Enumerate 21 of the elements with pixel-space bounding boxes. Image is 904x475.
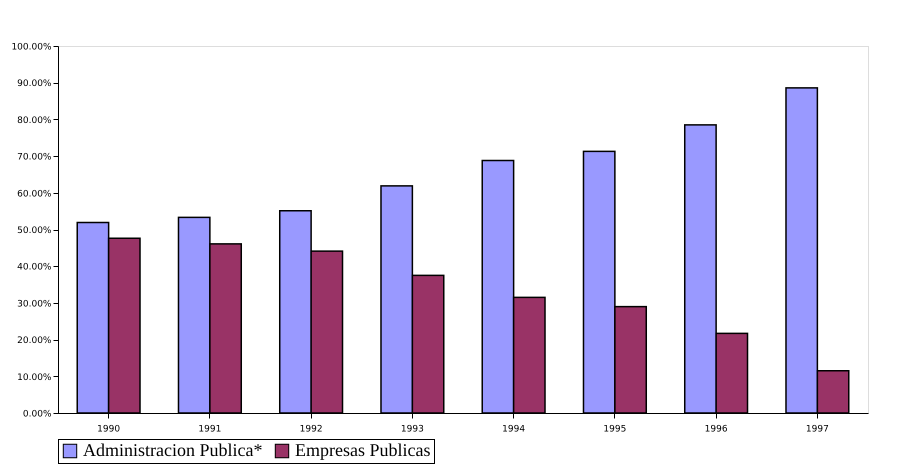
x-tick-label: 1994 [502, 424, 526, 434]
y-tick-label: 70.00% [17, 152, 52, 163]
x-tick-label: 1992 [300, 424, 323, 434]
y-tick-label: 90.00% [17, 79, 52, 90]
y-tick-label: 20.00% [17, 336, 52, 346]
x-tick-label: 1996 [704, 424, 728, 434]
legend-label: Empresas Publicas [295, 440, 430, 460]
y-tick-label: 100.00% [11, 42, 52, 52]
y-tick-label: 60.00% [17, 189, 52, 200]
y-tick-label: 80.00% [17, 116, 52, 126]
y-tick-label: 50.00% [17, 226, 52, 236]
x-tick-label: 1991 [198, 424, 222, 434]
x-tick-label: 1990 [97, 424, 120, 434]
y-tick-label: 10.00% [17, 372, 52, 383]
y-tick-label: 30.00% [17, 299, 52, 310]
x-tick-label: 1995 [603, 424, 626, 434]
x-tick-label: 1993 [400, 424, 424, 434]
x-tick-label: 1997 [806, 424, 829, 434]
y-tick-label: 0.00% [22, 410, 52, 420]
y-tick-label: 40.00% [17, 262, 52, 273]
legend-label: Administracion Publica* [83, 440, 262, 460]
